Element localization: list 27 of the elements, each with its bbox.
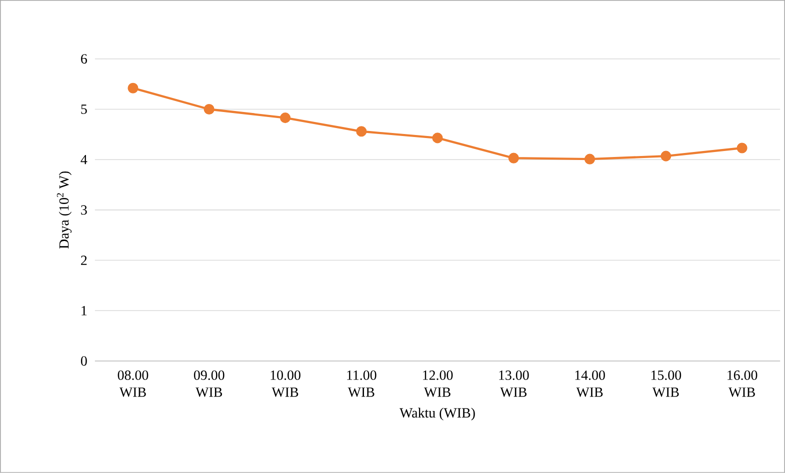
point: [128, 82, 138, 94]
y-tick-label: 1: [82, 306, 87, 316]
point: [584, 154, 596, 164]
y-tick-label: 0: [80, 356, 87, 366]
y-axis-title: Daya (10$^{2}$ W): [56, 171, 72, 249]
x-tick-label: 16.00 WIB: [728, 370, 758, 397]
x-axis-title: Waktu (WIB): [400, 408, 475, 420]
x-tick-label: 12.00 WIB: [423, 370, 453, 397]
point: [508, 152, 519, 164]
point: [432, 132, 443, 144]
x-tick-label: 13.00 WIB: [499, 370, 529, 397]
point: [736, 142, 748, 154]
point: [660, 150, 672, 162]
x-tick-label: 08.00 WIB: [118, 370, 148, 397]
y-tick-label: 2: [81, 256, 87, 265]
x-tick-label: 10.00 WIB: [270, 370, 300, 397]
y-tick-label: 4: [80, 155, 88, 164]
y-tick-label: 6: [81, 54, 87, 64]
x-tick-label: 09.00 WIB: [194, 370, 224, 397]
point: [356, 126, 367, 137]
x-tick-label: 15.00 WIB: [651, 370, 682, 397]
y-tick-label: 3: [81, 205, 87, 215]
x-tick-label: 14.00 WIB: [575, 370, 605, 397]
point: [204, 104, 214, 115]
y-tick-label: 5: [81, 104, 87, 114]
point: [280, 112, 291, 124]
x-tick-label: 11.00 WIB: [347, 370, 376, 397]
